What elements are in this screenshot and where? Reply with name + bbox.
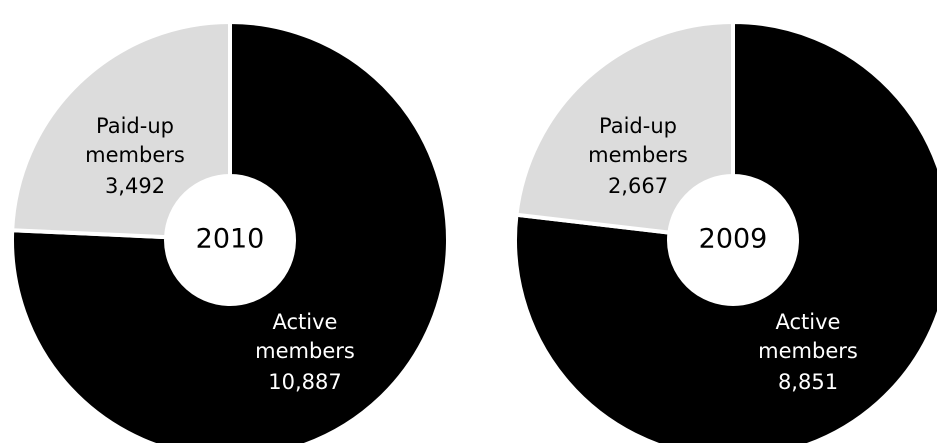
- value-label: 3,492: [104, 174, 166, 198]
- category-label: Paid-up members: [85, 114, 185, 167]
- center-label: 2010: [196, 224, 265, 255]
- category-label: Active members: [255, 310, 355, 363]
- donut-segment: [514, 19, 735, 235]
- donut-hole: [167, 177, 293, 303]
- donut-segment: [10, 19, 450, 443]
- donut-hole: [670, 177, 796, 303]
- value-label: 8,851: [777, 370, 839, 394]
- donut-segment: [10, 19, 232, 240]
- value-label: 2,667: [607, 174, 669, 198]
- value-label: 10,887: [268, 370, 342, 394]
- center-label: 2009: [699, 224, 768, 255]
- category-label: Active members: [758, 310, 858, 363]
- donut-segment: [513, 19, 937, 443]
- category-label: Paid-up members: [588, 114, 688, 167]
